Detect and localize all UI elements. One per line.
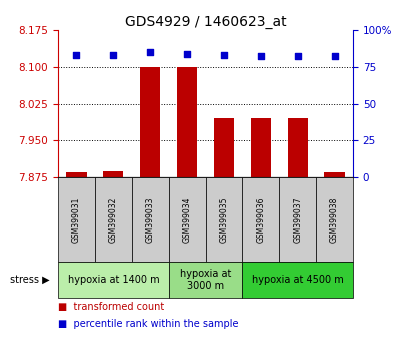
FancyBboxPatch shape [243,262,353,298]
Text: GSM399036: GSM399036 [256,196,265,243]
Title: GDS4929 / 1460623_at: GDS4929 / 1460623_at [125,15,286,29]
FancyBboxPatch shape [132,177,169,262]
Text: hypoxia at
3000 m: hypoxia at 3000 m [180,269,231,291]
Bar [66,172,87,177]
FancyBboxPatch shape [58,262,169,298]
Point [258,53,264,59]
Text: GSM399035: GSM399035 [220,196,228,243]
Text: GSM399033: GSM399033 [146,196,155,243]
FancyBboxPatch shape [205,177,243,262]
Text: ■  percentile rank within the sample: ■ percentile rank within the sample [58,319,239,329]
Text: GSM399037: GSM399037 [293,196,302,243]
Point [73,52,80,58]
Point [184,51,190,56]
Text: ■  transformed count: ■ transformed count [58,302,164,312]
FancyBboxPatch shape [316,177,353,262]
FancyBboxPatch shape [279,177,316,262]
Bar [251,118,271,177]
FancyBboxPatch shape [58,177,95,262]
Text: GSM399038: GSM399038 [330,196,339,243]
FancyBboxPatch shape [169,177,205,262]
Point [331,53,338,59]
FancyBboxPatch shape [169,262,243,298]
Bar [214,118,234,177]
Text: stress ▶: stress ▶ [11,275,50,285]
Point [110,52,117,58]
Bar [324,172,345,177]
Bar [103,171,124,177]
Text: hypoxia at 1400 m: hypoxia at 1400 m [68,275,159,285]
Point [221,52,227,58]
Point [147,49,153,55]
Text: GSM399031: GSM399031 [72,196,81,243]
Point [295,53,301,59]
Text: hypoxia at 4500 m: hypoxia at 4500 m [252,275,344,285]
Text: GSM399034: GSM399034 [182,196,192,243]
Bar [177,67,197,177]
FancyBboxPatch shape [243,177,279,262]
Bar [288,118,308,177]
Bar [140,67,160,177]
Text: GSM399032: GSM399032 [109,196,118,243]
FancyBboxPatch shape [95,177,132,262]
